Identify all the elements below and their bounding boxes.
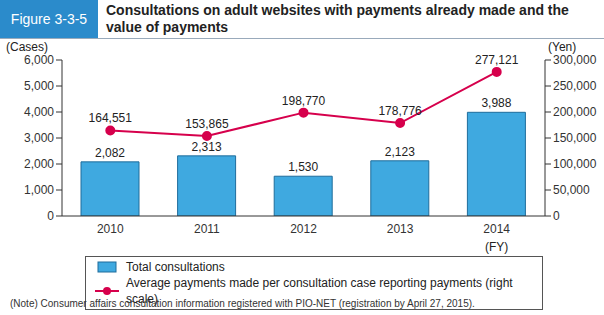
html-text:(FY): (FY) — [485, 240, 509, 254]
svg-text:2,000: 2,000 — [24, 157, 54, 171]
svg-text:2011: 2011 — [194, 222, 220, 236]
svg-text:3,988: 3,988 — [481, 96, 511, 110]
svg-text:4,000: 4,000 — [24, 105, 54, 119]
svg-text:0: 0 — [47, 209, 54, 223]
svg-text:153,865: 153,865 — [185, 117, 229, 131]
svg-text:2013: 2013 — [387, 222, 414, 236]
svg-text:150,000: 150,000 — [553, 131, 596, 145]
html-text:Consultations on adult website: Consultations on adult websites with pay… — [106, 2, 569, 35]
svg-text:50,000: 50,000 — [553, 183, 590, 197]
svg-text:1,000: 1,000 — [24, 183, 54, 197]
html-text:(Note) Consumer affairs consul: (Note) Consumer affairs consultation inf… — [10, 298, 475, 309]
html-text:(Cases): (Cases) — [6, 40, 48, 54]
html-text:Average payments made per cons: Average payments made per consultation c… — [126, 276, 513, 306]
svg-text:1,530: 1,530 — [288, 160, 318, 174]
svg-text:277,121: 277,121 — [475, 53, 519, 67]
svg-text:100,000: 100,000 — [553, 157, 596, 171]
svg-text:2,313: 2,313 — [192, 140, 222, 154]
html-text:Figure 3-3-5: Figure 3-3-5 — [10, 11, 88, 27]
svg-text:5,000: 5,000 — [24, 79, 54, 93]
html-text:Total consultations: Total consultations — [126, 260, 225, 274]
svg-text:164,551: 164,551 — [89, 111, 133, 125]
svg-text:178,776: 178,776 — [378, 104, 422, 118]
svg-text:2010: 2010 — [97, 222, 124, 236]
svg-text:250,000: 250,000 — [553, 79, 596, 93]
svg-text:300,000: 300,000 — [553, 53, 596, 67]
svg-text:6,000: 6,000 — [24, 53, 54, 67]
svg-text:2,082: 2,082 — [95, 146, 125, 160]
svg-text:0: 0 — [553, 209, 560, 223]
svg-text:200,000: 200,000 — [553, 105, 596, 119]
html-text:(Yen): (Yen) — [548, 40, 577, 54]
svg-text:3,000: 3,000 — [24, 131, 54, 145]
svg-text:198,770: 198,770 — [282, 94, 326, 108]
svg-text:2,123: 2,123 — [385, 145, 415, 159]
svg-text:2014: 2014 — [483, 222, 510, 236]
svg-text:2012: 2012 — [290, 222, 317, 236]
